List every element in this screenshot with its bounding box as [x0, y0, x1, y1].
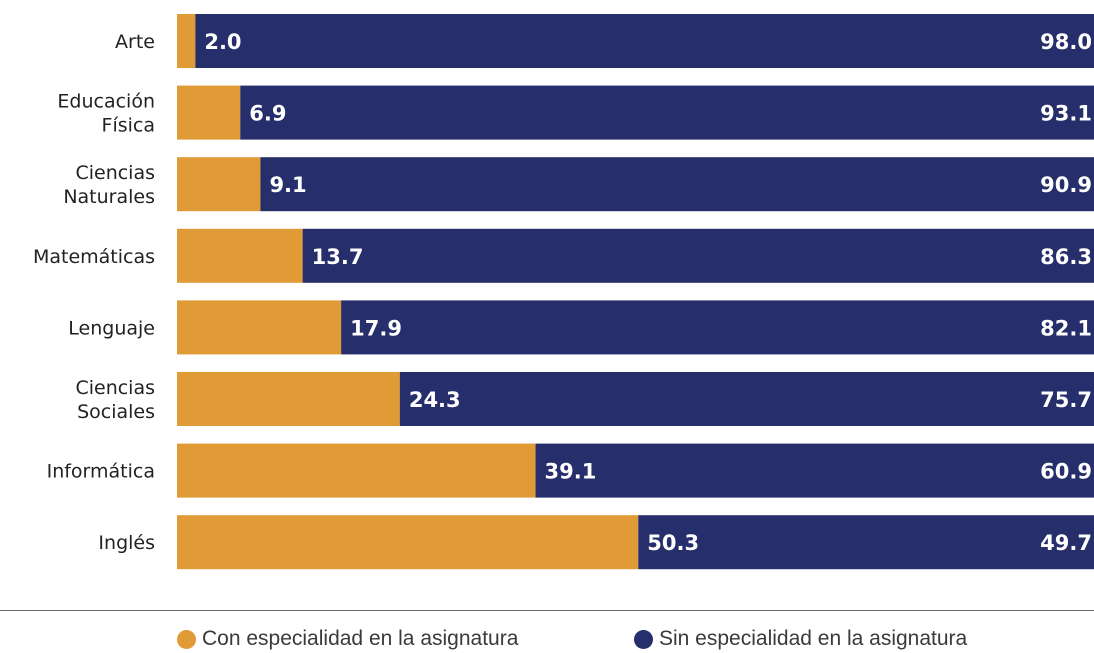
data-label-sin-especialidad: 49.7 — [1040, 531, 1092, 555]
stacked-bar-chart: Arte 2.0 98.0 Educación Física 6.9 93.1 Ciencia… — [33, 14, 1094, 570]
data-label-sin-especialidad: 93.1 — [1040, 102, 1092, 126]
category-label: Informática — [47, 461, 155, 483]
bar-sin-especialidad — [341, 300, 1094, 355]
category-label: Arte — [115, 31, 155, 53]
bar-sin-especialidad — [195, 14, 1094, 68]
data-label-sin-especialidad: 60.9 — [1040, 460, 1092, 484]
category-label: Ciencias Naturales — [63, 162, 155, 208]
category-label: Inglés — [98, 532, 155, 554]
bar-sin-especialidad — [535, 443, 1094, 498]
bar-sin-especialidad — [638, 515, 1094, 570]
bar-con-especialidad — [177, 157, 261, 212]
bar-con-especialidad — [177, 85, 241, 140]
data-label-sin-especialidad: 86.3 — [1040, 245, 1092, 269]
category-label: Ciencias Sociales — [75, 377, 155, 423]
category-label: Matemáticas — [33, 246, 155, 268]
bar-con-especialidad — [177, 300, 342, 355]
data-label-con-especialidad: 24.3 — [409, 388, 461, 412]
legend-item-sin-especialidad: Sin especialidad en la asignatura — [634, 625, 967, 653]
data-label-sin-especialidad: 82.1 — [1040, 316, 1092, 340]
legend-label: Con especialidad en la asignatura — [202, 627, 519, 650]
bar-con-especialidad — [177, 228, 303, 283]
bar-con-especialidad — [177, 515, 639, 570]
bar-con-especialidad — [177, 443, 536, 498]
legend-item-con-especialidad: Con especialidad en la asignatura — [177, 625, 518, 653]
category-label: Lenguaje — [68, 317, 155, 339]
data-label-con-especialidad: 39.1 — [545, 460, 597, 484]
data-label-sin-especialidad: 75.7 — [1040, 388, 1092, 412]
legend-label: Sin especialidad en la asignatura — [659, 627, 968, 650]
legend-dot-icon — [634, 629, 653, 649]
category-label: Educación Física — [57, 91, 155, 137]
data-label-con-especialidad: 6.9 — [249, 102, 286, 126]
legend-dot-icon — [177, 629, 196, 649]
data-label-con-especialidad: 2.0 — [204, 30, 241, 54]
bar-con-especialidad — [177, 14, 196, 68]
data-label-con-especialidad: 13.7 — [312, 245, 364, 269]
chart-baseline-rule — [0, 610, 1094, 611]
bar-sin-especialidad — [302, 228, 1094, 283]
bar-sin-especialidad — [240, 85, 1094, 140]
bar-con-especialidad — [177, 372, 400, 426]
data-label-con-especialidad: 9.1 — [269, 173, 306, 197]
bar-sin-especialidad — [399, 372, 1094, 426]
data-label-con-especialidad: 50.3 — [647, 531, 699, 555]
data-label-sin-especialidad: 98.0 — [1040, 30, 1092, 54]
bar-sin-especialidad — [260, 157, 1094, 212]
data-label-sin-especialidad: 90.9 — [1040, 173, 1092, 197]
data-label-con-especialidad: 17.9 — [350, 316, 402, 340]
